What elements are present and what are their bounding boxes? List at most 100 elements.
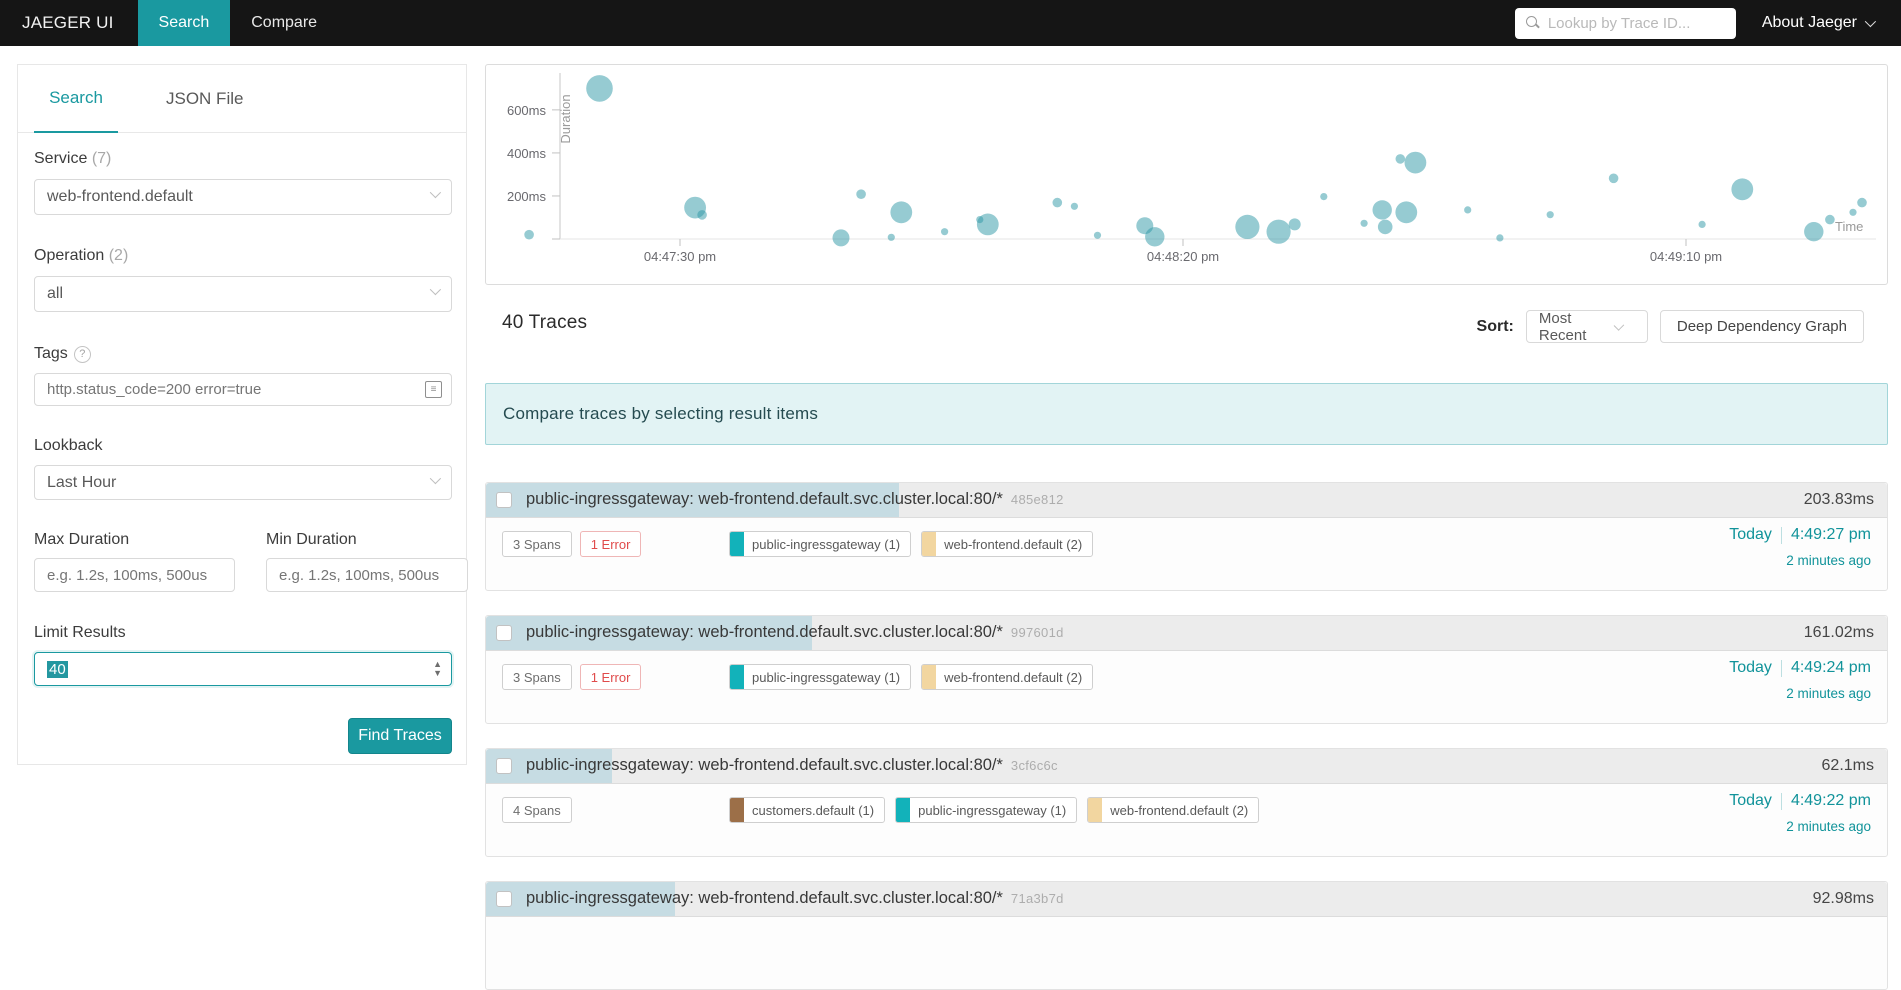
service-chip: web-frontend.default (2) <box>921 531 1094 557</box>
tags-input[interactable] <box>47 381 417 398</box>
trace-scatter-point[interactable] <box>586 75 613 102</box>
trace-scatter-point[interactable] <box>1496 234 1504 242</box>
trace-scatter-point[interactable] <box>1825 214 1835 225</box>
trace-result-card[interactable]: public-ingressgateway: web-frontend.defa… <box>485 881 1888 990</box>
trace-relative-time: 2 minutes ago <box>1786 553 1871 568</box>
operation-select[interactable]: all <box>34 276 452 312</box>
sidebar-tabs: Search JSON File <box>18 65 466 133</box>
trace-scatter-point[interactable] <box>887 233 895 241</box>
trace-scatter-point[interactable] <box>1404 151 1427 174</box>
trace-date[interactable]: Today <box>1729 526 1772 543</box>
trace-scatter-point[interactable] <box>1266 219 1291 244</box>
trace-title[interactable]: public-ingressgateway: web-frontend.defa… <box>526 623 1064 641</box>
trace-scatter-point[interactable] <box>1052 197 1063 208</box>
trace-scatter-point[interactable] <box>1731 178 1754 201</box>
trace-scatter-point[interactable] <box>1288 218 1301 231</box>
trace-scatter-point[interactable] <box>697 210 707 220</box>
trace-date[interactable]: Today <box>1729 792 1772 809</box>
about-jaeger-menu[interactable]: About Jaeger <box>1762 14 1877 32</box>
service-chips: public-ingressgateway (1) web-frontend.de… <box>729 531 1094 557</box>
min-duration-label: Min Duration <box>266 531 357 548</box>
sort-select[interactable]: Most Recent <box>1525 310 1648 344</box>
find-traces-button[interactable]: Find Traces <box>348 718 452 754</box>
service-chip-label: public-ingressgateway (1) <box>752 536 901 552</box>
trace-title[interactable]: public-ingressgateway: web-frontend.defa… <box>526 490 1064 508</box>
service-chip: public-ingressgateway (1) <box>729 531 912 557</box>
trace-id: 997601d <box>1010 625 1064 640</box>
trace-scatter-point[interactable] <box>941 228 949 236</box>
chevron-down-icon <box>429 283 442 296</box>
span-count-tag: 3 Spans <box>502 664 572 690</box>
trace-select-checkbox[interactable] <box>496 891 512 907</box>
x-axis-tick-label: 04:48:20 pm <box>1147 249 1219 264</box>
trace-result-card[interactable]: public-ingressgateway: web-frontend.defa… <box>485 615 1888 724</box>
service-select[interactable]: web-frontend.default <box>34 179 452 215</box>
trace-scatter-point[interactable] <box>1372 200 1392 220</box>
service-color-swatch-icon <box>730 665 744 689</box>
trace-scatter-point[interactable] <box>1360 219 1368 227</box>
max-duration-input[interactable] <box>47 566 222 584</box>
trace-count-title: 40 Traces <box>502 312 588 333</box>
trace-scatter-point[interactable] <box>1145 227 1165 247</box>
service-chip-label: web-frontend.default (2) <box>944 536 1083 552</box>
trace-scatter-point[interactable] <box>1320 193 1328 201</box>
trace-time[interactable]: 4:49:24 pm <box>1790 659 1871 676</box>
tab-json-file[interactable]: JSON File <box>166 88 244 108</box>
number-spinner-icon[interactable]: ▲ ▼ <box>433 659 442 678</box>
trace-scatter-point[interactable] <box>1377 219 1393 235</box>
trace-time[interactable]: 4:49:22 pm <box>1790 792 1871 809</box>
trace-scatter-point[interactable] <box>832 229 850 247</box>
trace-scatter-point[interactable] <box>1395 154 1406 164</box>
trace-scatter-point[interactable] <box>1235 214 1260 239</box>
trace-select-checkbox[interactable] <box>496 492 512 508</box>
trace-title[interactable]: public-ingressgateway: web-frontend.defa… <box>526 889 1064 907</box>
limit-results-label: Limit Results <box>34 624 126 641</box>
trace-id: 71a3b7d <box>1010 891 1064 906</box>
trace-scatter-point[interactable] <box>1093 231 1102 239</box>
trace-result-card[interactable]: public-ingressgateway: web-frontend.defa… <box>485 748 1888 857</box>
nav-tab-search[interactable]: Search <box>137 0 231 46</box>
trace-scatter-point[interactable] <box>856 189 866 199</box>
trace-scatter-point[interactable] <box>1857 197 1867 208</box>
compare-banner-text: Compare traces by selecting result items <box>503 404 819 423</box>
trace-scatter-point[interactable] <box>976 213 999 236</box>
duration-scatter-chart[interactable]: 200ms 400ms 600ms 04:47:30 pm 04:48:20 pm 04:… <box>486 65 1887 284</box>
trace-tags: 4 Spans <box>502 797 572 823</box>
trace-card-header: public-ingressgateway: web-frontend.defa… <box>486 749 1887 784</box>
trace-scatter-point[interactable] <box>1464 206 1472 214</box>
trace-id-lookup-input[interactable] <box>1514 7 1736 39</box>
trace-scatter-point[interactable] <box>1546 211 1554 219</box>
chevron-down-icon <box>1864 15 1877 28</box>
trace-scatter-point[interactable] <box>524 229 534 240</box>
trace-select-checkbox[interactable] <box>496 625 512 641</box>
trace-title[interactable]: public-ingressgateway: web-frontend.defa… <box>526 756 1058 774</box>
trace-card-body: 3 Spans 1 Error public-ingressgateway (1) w… <box>486 651 1887 723</box>
trace-date[interactable]: Today <box>1729 659 1772 676</box>
trace-result-card[interactable]: public-ingressgateway: web-frontend.defa… <box>485 482 1888 591</box>
trace-scatter-point[interactable] <box>1608 173 1619 184</box>
deep-dependency-graph-button[interactable]: Deep Dependency Graph <box>1659 310 1864 343</box>
nav-tab-compare[interactable]: Compare <box>251 14 318 31</box>
tags-help-icon[interactable]: ? <box>73 346 91 363</box>
tab-search[interactable]: Search <box>34 65 118 133</box>
tags-format-toggle-icon[interactable]: ≡ <box>425 380 442 398</box>
min-duration-input[interactable] <box>279 566 455 584</box>
service-chip-label: public-ingressgateway (1) <box>752 669 901 685</box>
service-chip: public-ingressgateway (1) <box>895 797 1078 823</box>
trace-scatter-point[interactable] <box>1804 222 1824 242</box>
tags-input-wrap: ≡ <box>34 373 452 406</box>
trace-time[interactable]: 4:49:27 pm <box>1790 526 1871 543</box>
trace-select-checkbox[interactable] <box>496 758 512 774</box>
limit-results-input[interactable]: 40 ▲ ▼ <box>34 652 452 686</box>
trace-scatter-point[interactable] <box>1698 220 1706 228</box>
service-color-swatch-icon <box>896 798 911 822</box>
trace-scatter-point[interactable] <box>1070 202 1078 210</box>
service-label: Service (7) <box>34 150 112 167</box>
lookback-select[interactable]: Last Hour <box>34 465 452 500</box>
divider <box>1780 659 1782 677</box>
trace-scatter-point[interactable] <box>1395 201 1418 224</box>
span-count-tag: 3 Spans <box>502 531 572 557</box>
trace-scatter-point[interactable] <box>1849 208 1857 216</box>
trace-scatter-point[interactable] <box>890 201 913 224</box>
compare-banner: Compare traces by selecting result items <box>485 383 1888 445</box>
